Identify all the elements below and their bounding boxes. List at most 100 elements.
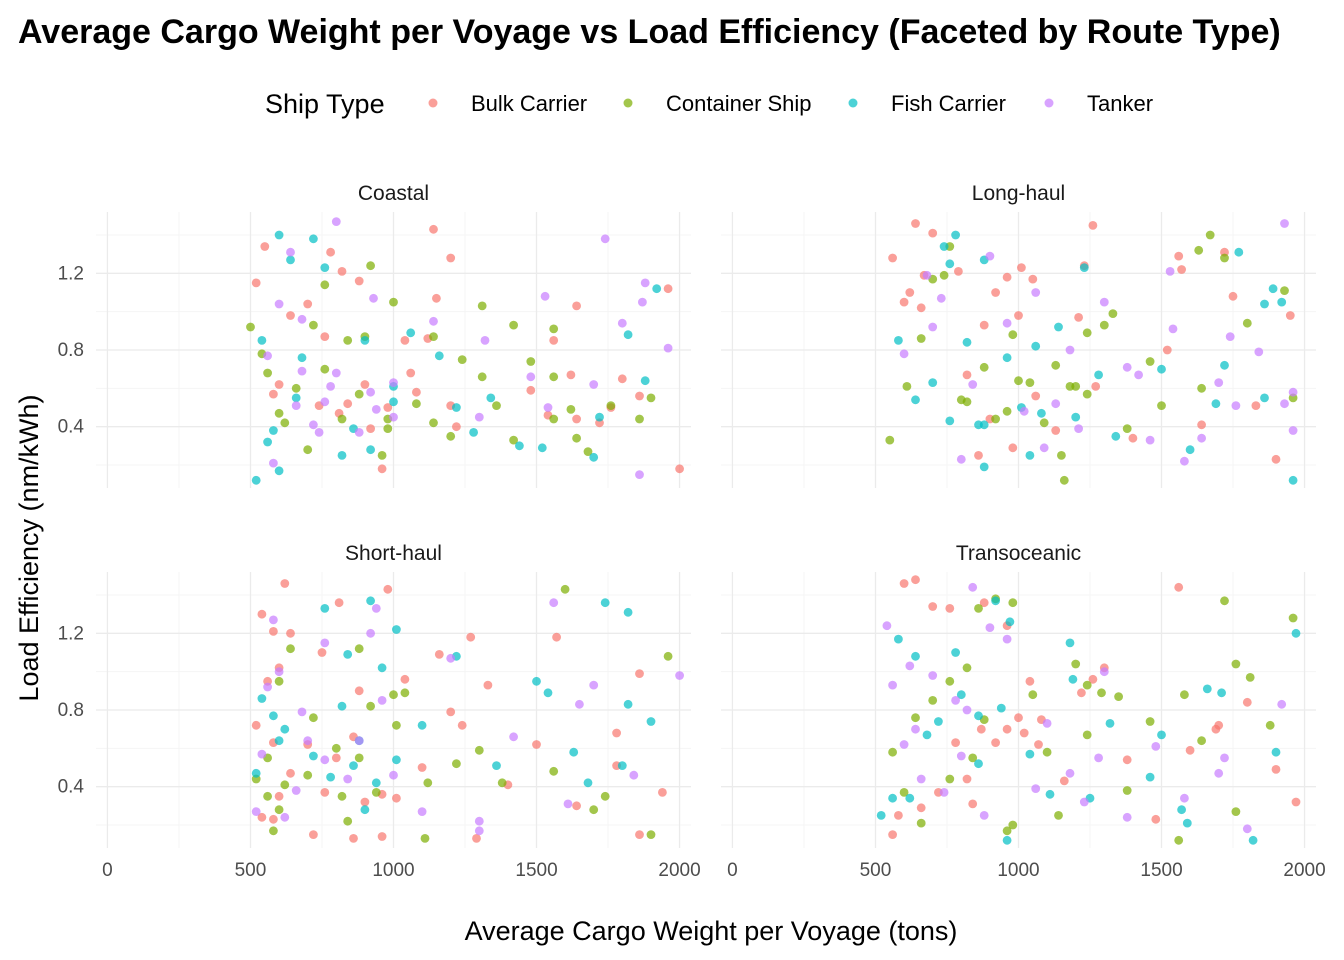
data-point xyxy=(317,648,327,657)
legend-item-fish-carrier: Fish Carrier xyxy=(848,91,1006,116)
data-point xyxy=(1065,768,1075,778)
data-point xyxy=(617,374,627,384)
data-point xyxy=(899,297,909,307)
data-point xyxy=(269,826,278,836)
data-point xyxy=(314,428,324,437)
data-point xyxy=(675,671,684,680)
data-point xyxy=(1042,747,1052,757)
data-point xyxy=(549,372,559,382)
data-point xyxy=(902,382,912,391)
data-point xyxy=(956,395,966,405)
data-point xyxy=(638,297,647,307)
data-point xyxy=(343,399,353,409)
series-fish-carrier xyxy=(251,596,656,815)
data-point xyxy=(1248,835,1258,845)
data-point xyxy=(1039,418,1049,428)
data-point xyxy=(1174,251,1184,261)
data-point xyxy=(979,320,989,330)
data-point xyxy=(1057,451,1066,460)
legend-label-tanker: Tanker xyxy=(1087,91,1153,116)
data-point xyxy=(371,778,381,788)
data-point xyxy=(389,412,398,422)
data-point xyxy=(337,267,347,276)
data-point xyxy=(635,414,644,424)
data-point xyxy=(377,696,387,705)
data-point xyxy=(457,355,467,364)
x-tick-label: 0 xyxy=(102,860,113,881)
data-point xyxy=(951,648,960,657)
data-point xyxy=(349,761,358,770)
series-tanker xyxy=(263,217,673,479)
data-point xyxy=(1194,245,1204,255)
data-point xyxy=(354,753,364,763)
data-point xyxy=(429,418,438,428)
data-point xyxy=(1097,688,1106,698)
data-point xyxy=(412,399,421,409)
data-point xyxy=(646,393,656,403)
data-point xyxy=(1214,378,1224,387)
data-point xyxy=(269,711,278,721)
data-point xyxy=(526,385,536,395)
data-point xyxy=(1280,399,1289,409)
x-tick-label: 500 xyxy=(235,860,267,881)
data-point xyxy=(383,403,393,412)
data-point xyxy=(280,579,290,588)
data-point xyxy=(663,284,673,294)
data-point xyxy=(1088,221,1098,230)
data-point xyxy=(274,408,284,418)
data-point xyxy=(474,816,484,826)
data-point xyxy=(297,353,307,363)
data-point xyxy=(894,634,903,644)
data-point xyxy=(911,219,920,228)
data-point xyxy=(1025,378,1035,387)
data-point xyxy=(911,724,920,734)
data-point xyxy=(985,251,995,261)
data-point xyxy=(572,301,581,311)
data-point xyxy=(1271,454,1281,464)
data-point xyxy=(974,711,983,721)
data-point xyxy=(366,261,375,271)
data-point xyxy=(263,437,272,447)
data-point xyxy=(320,788,330,797)
data-point xyxy=(251,768,261,778)
data-point xyxy=(1180,456,1189,466)
data-point xyxy=(1002,272,1012,282)
data-point xyxy=(1214,768,1224,778)
data-point xyxy=(549,324,559,334)
data-point xyxy=(1042,719,1052,728)
data-point xyxy=(1220,360,1229,370)
data-point xyxy=(309,234,318,244)
data-point xyxy=(629,770,639,780)
data-point xyxy=(251,278,261,288)
data-point xyxy=(936,293,946,303)
data-point xyxy=(552,632,561,642)
data-point xyxy=(406,368,416,378)
data-point xyxy=(257,694,267,703)
data-point xyxy=(543,403,553,412)
data-point xyxy=(337,414,347,424)
data-point xyxy=(406,328,416,338)
data-point xyxy=(945,604,955,613)
data-point xyxy=(899,349,909,359)
data-point xyxy=(423,778,433,788)
data-point xyxy=(354,276,364,286)
data-point xyxy=(263,791,272,801)
data-point xyxy=(1059,475,1069,485)
data-point xyxy=(286,247,295,257)
data-point xyxy=(1145,772,1155,782)
data-point xyxy=(377,451,387,460)
data-point xyxy=(899,788,909,797)
data-point xyxy=(1151,742,1161,751)
data-point xyxy=(1065,638,1075,648)
data-point xyxy=(1174,835,1184,845)
data-point xyxy=(369,293,378,303)
data-point xyxy=(1054,322,1063,332)
data-point xyxy=(663,343,673,353)
data-point xyxy=(612,728,621,738)
data-point xyxy=(320,638,330,648)
data-point xyxy=(569,747,579,757)
data-point xyxy=(595,412,604,422)
data-point xyxy=(1288,426,1298,435)
data-point xyxy=(549,414,559,424)
data-point xyxy=(257,336,267,345)
